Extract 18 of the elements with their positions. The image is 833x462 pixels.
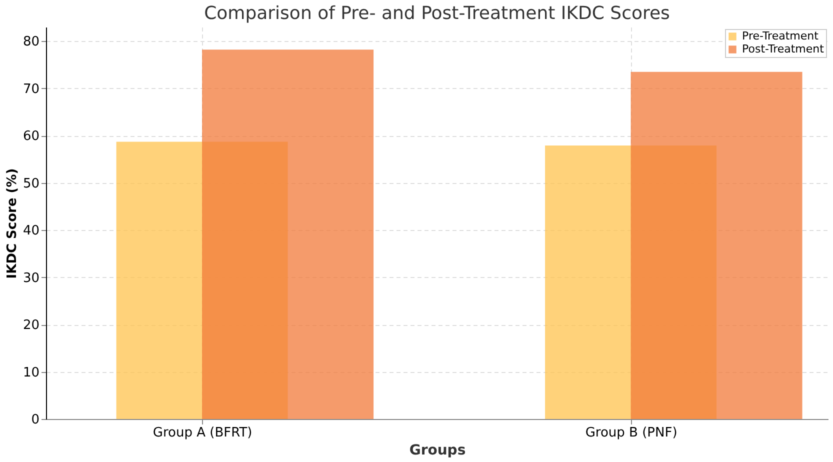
legend-label: Post-Treatment: [742, 42, 825, 56]
y-tick-label: 80: [22, 34, 40, 50]
y-axis-title: IKDC Score (%): [4, 168, 20, 279]
chart-title: Comparison of Pre- and Post-Treatment IKDC Scores: [204, 3, 670, 24]
y-tick-label: 50: [22, 176, 40, 192]
y-tick-label: 60: [22, 129, 40, 144]
x-tick-label: Group B (PNF): [585, 426, 678, 440]
y-tick-label: 0: [31, 412, 40, 428]
x-tick-label: Group A (BFRT): [152, 426, 252, 440]
y-tick-label: 10: [22, 365, 40, 380]
x-axis-title: Groups: [409, 442, 466, 458]
bar: [202, 50, 374, 419]
y-tick-label: 30: [22, 270, 40, 286]
legend-label: Pre-Treatment: [742, 30, 820, 42]
bar: [630, 72, 802, 419]
y-tick-label: 20: [22, 318, 40, 334]
y-tick-label: 70: [22, 82, 40, 97]
y-tick-label: 40: [22, 224, 40, 239]
